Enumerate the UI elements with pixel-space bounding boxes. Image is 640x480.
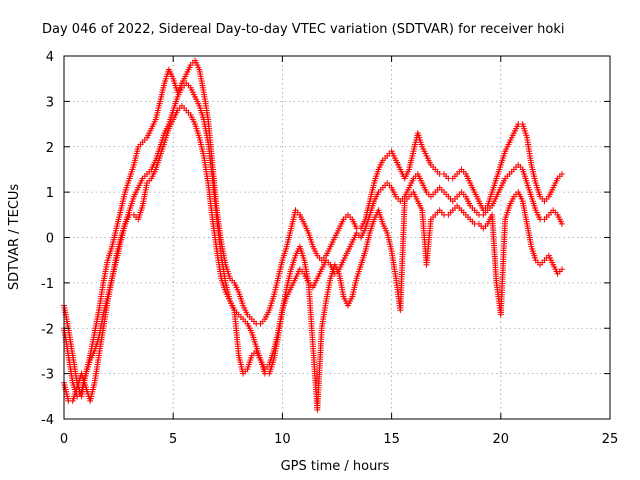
y-axis-label: SDTVAR / TECUs (7, 184, 22, 291)
y-tick-label: 2 (46, 141, 54, 156)
series-track-3 (61, 102, 565, 413)
y-tick-label: -1 (41, 277, 54, 292)
x-axis-label: GPS time / hours (281, 459, 390, 474)
x-tick-label: 10 (274, 432, 291, 447)
y-tick-label: 1 (46, 186, 54, 201)
series-track-1 (61, 57, 565, 400)
data-point (558, 170, 565, 177)
data-point (558, 220, 565, 227)
x-tick-label: 20 (493, 432, 510, 447)
y-tick-label: 4 (46, 50, 54, 65)
y-tick-label: -3 (41, 368, 54, 383)
y-tick-label: 0 (46, 232, 54, 247)
y-tick-label: -2 (41, 322, 54, 337)
data-point (558, 266, 565, 273)
x-tick-label: 0 (60, 432, 68, 447)
y-tick-label: 3 (46, 95, 54, 110)
chart-title: Day 046 of 2022, Sidereal Day-to-day VTE… (42, 22, 564, 37)
y-tick-label: -4 (41, 413, 54, 428)
x-tick-label: 15 (383, 432, 400, 447)
grid (64, 56, 610, 419)
data-points (61, 57, 565, 413)
x-tick-label: 5 (169, 432, 177, 447)
x-tick-label: 25 (602, 432, 619, 447)
axis-ticks: 0 5 10 15 20 25 -4 -3 -2 -1 0 1 2 3 4 (41, 50, 618, 447)
